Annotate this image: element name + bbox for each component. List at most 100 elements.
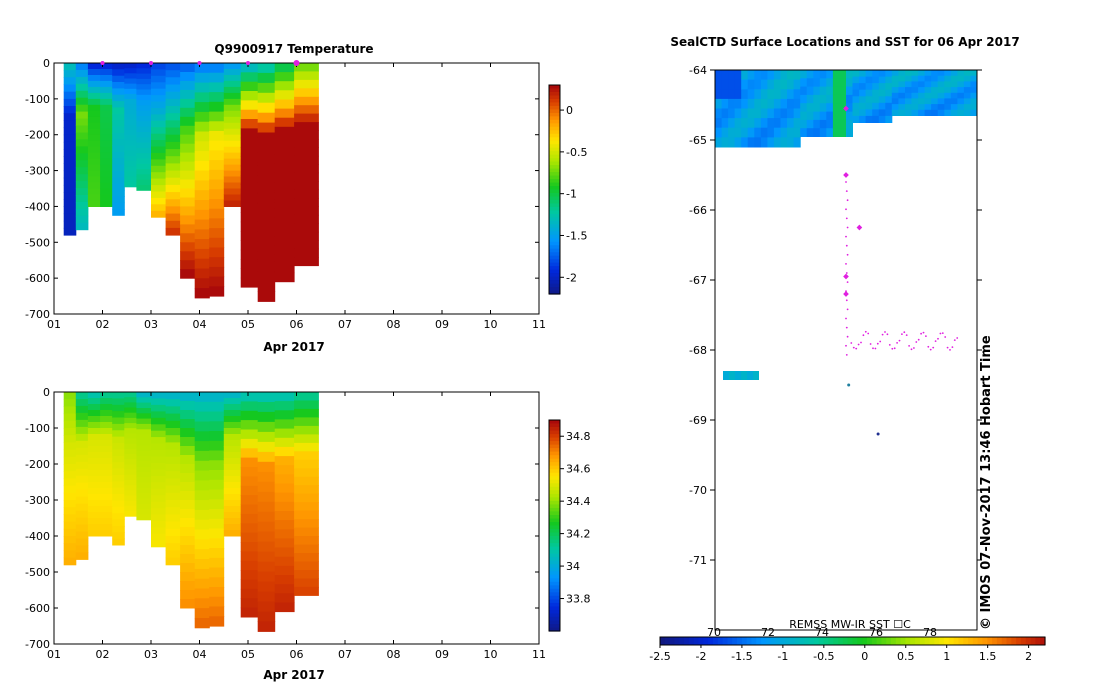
section-cell: [274, 446, 295, 457]
sst-cell: [813, 119, 821, 129]
sst-cell: [780, 127, 788, 138]
colorbar-swatch: [943, 637, 950, 645]
section-cell: [274, 263, 295, 274]
sst-cell: [846, 78, 853, 88]
sst-cell: [963, 98, 971, 105]
section-cell: [209, 63, 225, 74]
section-cell: [274, 154, 295, 164]
section-cell: [180, 392, 196, 402]
section-cell: [294, 417, 319, 427]
section-cell: [136, 179, 152, 186]
sst-cell: [905, 98, 912, 105]
section-cell: [223, 134, 242, 142]
sst-cell: [865, 109, 873, 117]
section-cell: [240, 438, 259, 449]
section-cell: [63, 220, 77, 229]
section-cell: [136, 137, 152, 144]
lat-tick-label: -64: [689, 64, 707, 77]
section-cell: [194, 160, 210, 172]
y-tick-label: -400: [25, 200, 50, 213]
section-cell: [151, 204, 167, 212]
colorbar-tick-label: -0.5: [566, 146, 587, 159]
section-cell: [294, 155, 319, 165]
colorbar-swatch: [549, 168, 560, 173]
sst-cell: [911, 109, 919, 116]
sst-cell: [950, 70, 958, 77]
section-cell: [223, 494, 242, 501]
section-cell: [63, 70, 77, 78]
colorbar-swatch: [549, 126, 560, 131]
section-cell: [294, 113, 319, 123]
section-cell: [100, 122, 113, 130]
section-cell: [165, 127, 181, 136]
section-cell: [223, 92, 242, 100]
colorbar-swatch: [549, 186, 560, 191]
sst-cell: [839, 103, 847, 112]
section-cell: [112, 417, 125, 425]
sst-cell: [747, 79, 755, 90]
colorbar-swatch: [549, 451, 560, 456]
section-cell: [180, 590, 196, 600]
lat-tick-label: -68: [689, 344, 707, 357]
track-dot: [949, 349, 951, 351]
sst-cell: [944, 70, 952, 77]
section-cell: [124, 495, 137, 502]
sst-cell: [741, 98, 749, 109]
colorbar-swatch: [780, 637, 786, 645]
section-cell: [112, 196, 125, 204]
sst-cell: [924, 75, 932, 82]
sst-cell: [911, 70, 919, 77]
section-cell: [223, 404, 242, 411]
section-cell: [63, 449, 77, 458]
section-cell: [87, 182, 101, 189]
section-cell: [165, 543, 181, 551]
section-cell: [75, 97, 89, 106]
colorbar-swatch: [549, 472, 560, 477]
section-cell: [151, 108, 167, 115]
sst-cell: [937, 70, 945, 77]
colorbar-swatch: [939, 637, 945, 645]
section-cell: [294, 79, 319, 89]
sst-cell: [931, 104, 939, 111]
section-cell: [100, 530, 113, 537]
sst-cell: [826, 111, 834, 121]
track-dot: [864, 330, 867, 333]
section-cell: [223, 182, 242, 189]
sst-cell: [773, 108, 781, 119]
colorbar-swatch: [852, 637, 858, 645]
sst-cell: [806, 103, 814, 112]
sst-cell: [957, 109, 965, 116]
track-dot: [905, 334, 908, 336]
section-cell: [223, 434, 242, 441]
sst-cell: [970, 87, 978, 94]
section-cell: [294, 231, 319, 241]
section-cell: [75, 76, 89, 85]
section-cell: [165, 521, 181, 530]
sst-cell: [944, 109, 952, 116]
track-dot: [939, 332, 942, 335]
y-tick-label: -400: [25, 530, 50, 543]
section-cell: [165, 420, 181, 429]
section-cell: [257, 291, 276, 302]
section-cell: [136, 493, 152, 499]
section-cell: [75, 426, 89, 435]
section-cell: [165, 471, 181, 479]
map-frame: [714, 69, 978, 631]
track-dot: [874, 347, 877, 350]
section-cell: [223, 500, 242, 507]
section-cell: [151, 469, 167, 477]
sst-cell: [728, 70, 736, 81]
track-dot: [862, 334, 865, 337]
sst-cell: [787, 70, 795, 81]
sst-cell: [819, 128, 827, 137]
section-cell: [209, 131, 225, 142]
colorbar-swatch: [818, 637, 825, 645]
sst-cell: [734, 137, 742, 148]
section-cell: [274, 245, 295, 255]
sst-cell: [826, 78, 834, 88]
section-cell: [136, 163, 152, 170]
sst-cell: [819, 70, 827, 79]
colorbar-swatch: [549, 92, 560, 97]
section-cell: [180, 215, 196, 225]
colorbar-swatch: [549, 497, 560, 502]
